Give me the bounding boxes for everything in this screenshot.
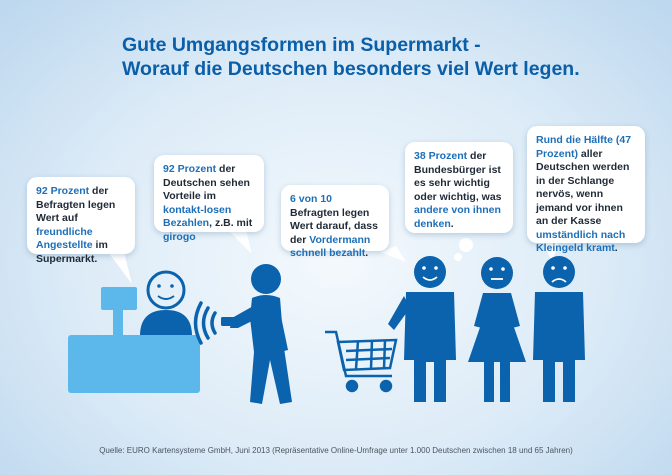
thought-dot-large xyxy=(459,238,473,252)
bubble-text: . xyxy=(614,242,618,254)
shopping-cart-icon xyxy=(325,330,398,393)
cashier-icon xyxy=(140,270,192,336)
highlighted-text: andere von ihnen denken xyxy=(414,204,501,230)
source-note: Quelle: EURO Kartensysteme GmbH, Juni 20… xyxy=(99,446,573,455)
checkout-counter xyxy=(68,335,200,393)
highlighted-text: 38 Prozent xyxy=(414,150,468,162)
customer-paying-icon xyxy=(221,264,292,404)
bubble-text: der Deutschen sehen Vorteile im xyxy=(163,163,250,202)
bubble-text: . xyxy=(365,247,369,259)
highlighted-text: kontakt-losen Bezahlen xyxy=(163,203,232,230)
bubble-tail-3 xyxy=(380,246,406,262)
highlighted-text: Vordermann schnell bezahlt xyxy=(290,233,371,260)
stat-bubble-fast-payment: 6 von 10 Befragten legen Wert darauf, da… xyxy=(281,185,389,259)
highlighted-text: 6 von 10 xyxy=(290,193,333,205)
stat-bubble-others-opinion: 38 Prozent der Bundesbürger ist es sehr … xyxy=(405,142,513,233)
bubble-tail-5 xyxy=(542,240,560,262)
impatient-customer-icon xyxy=(533,256,585,402)
bubble-text: im Supermarkt. xyxy=(36,239,108,265)
cash-register-icon xyxy=(101,287,137,336)
bubble-text: . xyxy=(450,217,454,230)
bubble-tail-1 xyxy=(108,252,132,284)
stat-bubble-friendly-staff: 92 Prozent der Befragten legen Wert auf … xyxy=(27,177,135,265)
stat-bubble-small-change: Rund die Hälfte (47 Prozent) aller Deuts… xyxy=(527,126,645,254)
highlighted-text: girogo xyxy=(163,230,196,243)
stat-bubble-contactless: 92 Prozent der Deutschen sehen Vorteile … xyxy=(154,155,264,243)
bubble-text: der Befragten legen Wert auf xyxy=(36,185,116,224)
title-line-2: Worauf die Deutschen besonders viel Wert… xyxy=(122,58,580,80)
thought-dot-small xyxy=(454,253,462,261)
highlighted-text: freundliche Angestellte xyxy=(36,225,93,252)
customer-with-cart-icon xyxy=(388,256,456,402)
infographic-title: Gute Umgangsformen im Supermarkt - Worau… xyxy=(122,33,580,81)
contactless-payment-icon xyxy=(193,301,217,345)
bubble-text: Befragten legen Wert darauf, dass der xyxy=(290,206,378,246)
highlighted-text: 92 Prozent xyxy=(36,185,90,197)
highlighted-text: Rund die Hälfte (47 Prozent) xyxy=(536,134,632,160)
bubble-tail-2 xyxy=(228,230,252,254)
highlighted-text: umständlich nach Kleingeld kramt xyxy=(536,228,626,255)
highlighted-text: 92 Prozent xyxy=(163,163,217,175)
bubble-text: , z.B. mit xyxy=(209,217,253,229)
woman-waiting-icon xyxy=(468,257,526,402)
title-line-1: Gute Umgangsformen im Supermarkt - xyxy=(122,34,481,56)
bubble-text: aller Deutschen werden in der Schlange n… xyxy=(536,147,630,228)
bubble-text: der Bundesbürger ist es sehr wichtig ode… xyxy=(414,150,502,203)
